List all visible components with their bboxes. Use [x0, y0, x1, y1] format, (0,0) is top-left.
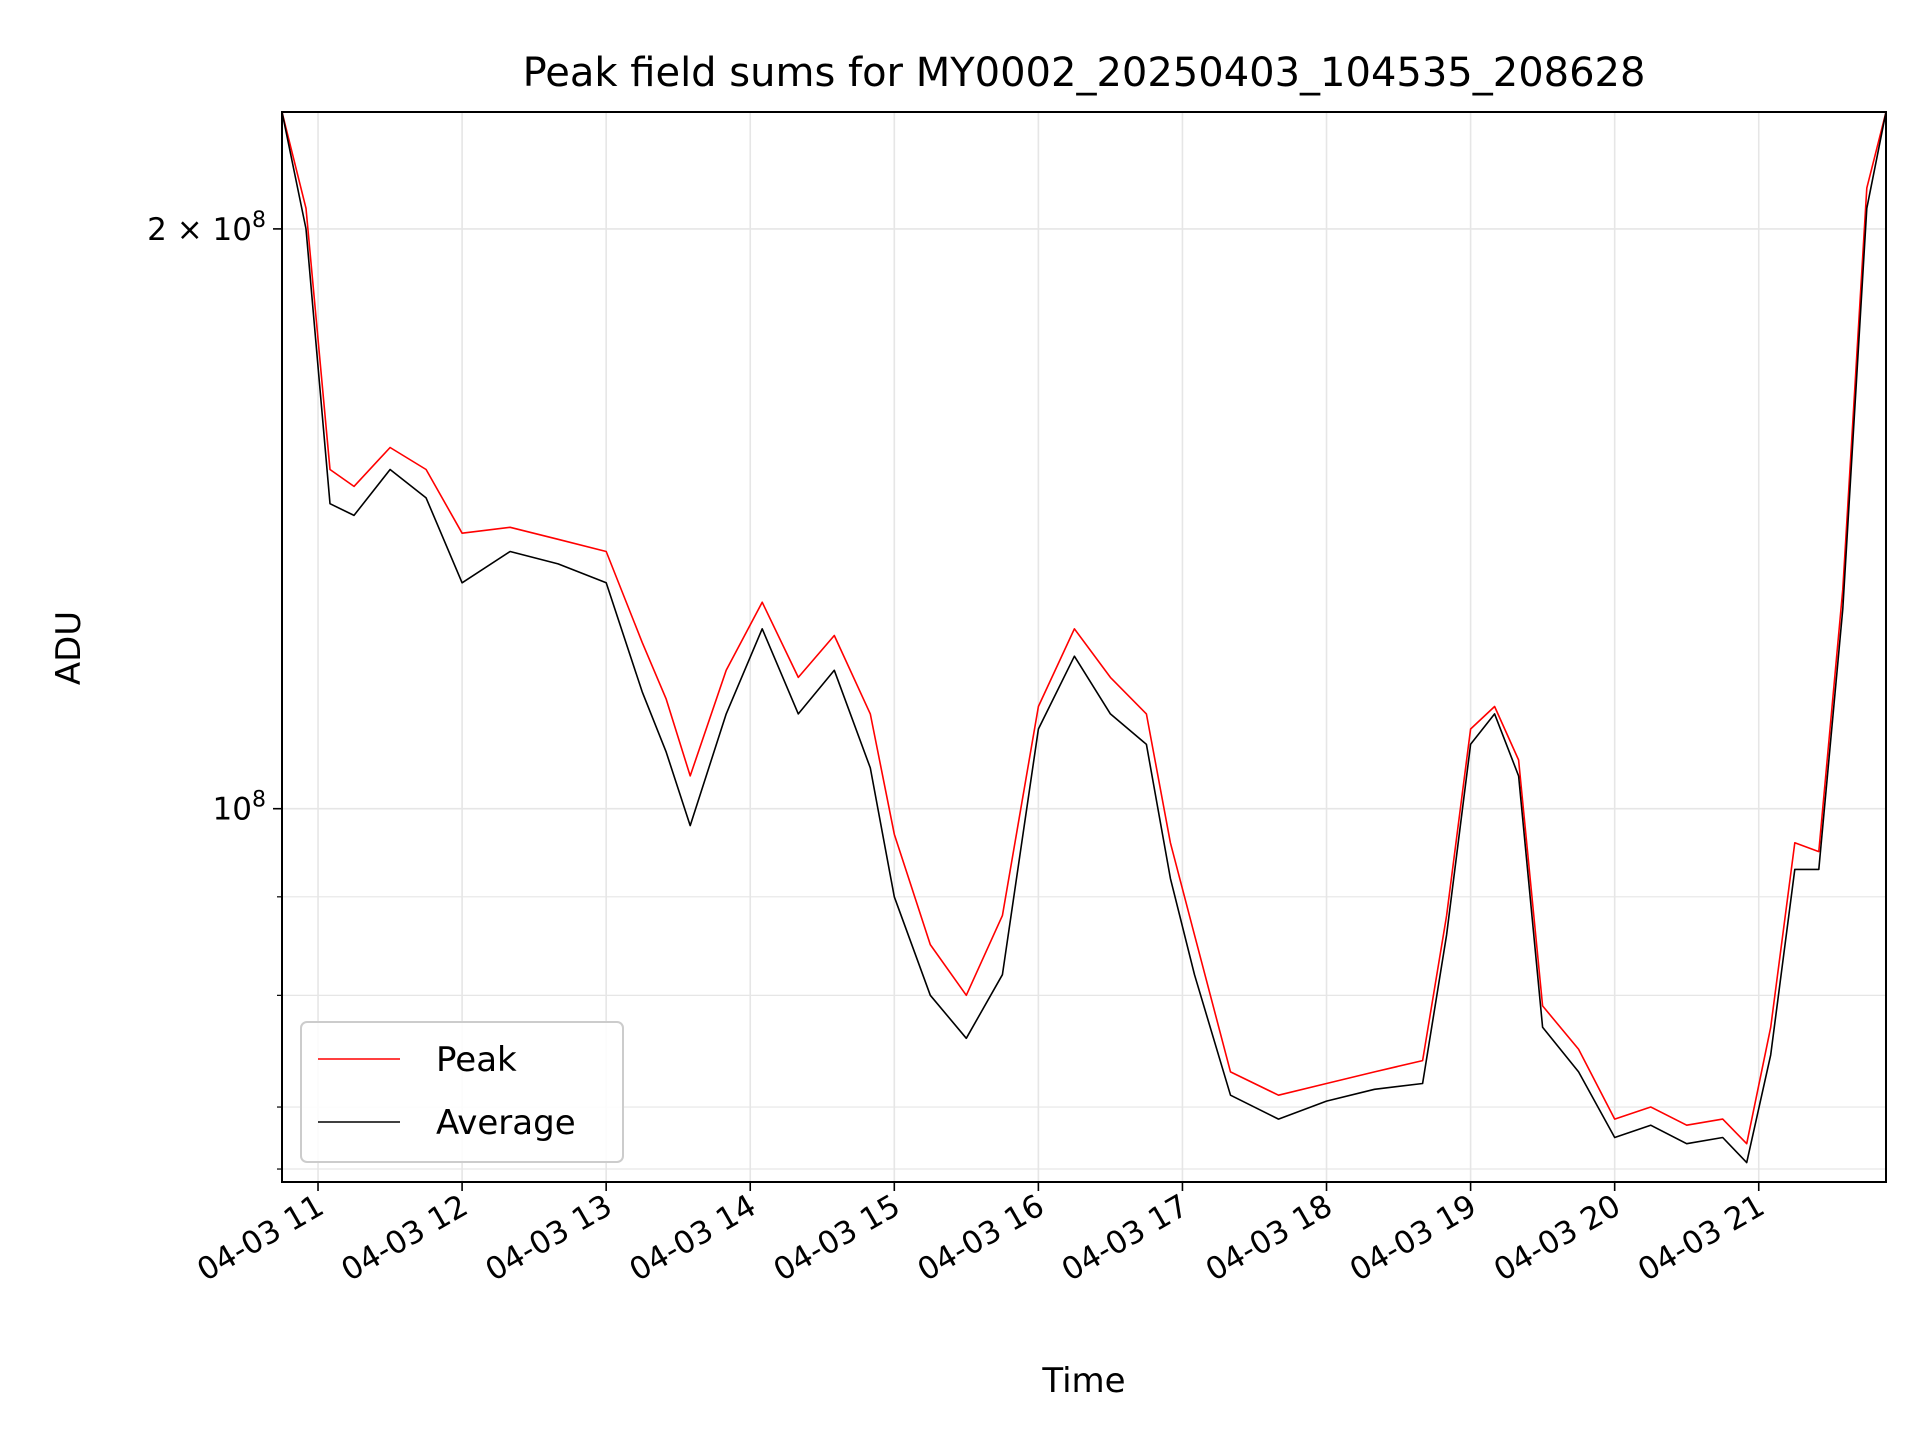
x-axis-label: Time [1041, 1361, 1125, 1401]
y-tick-label: 2 × 108 [147, 208, 266, 248]
series-line-average [282, 112, 1886, 1164]
axes-frame [281, 111, 1887, 1183]
series-line-peak [282, 112, 1886, 1145]
grid [282, 112, 1886, 1182]
y-axis-label: ADU [49, 611, 89, 685]
legend: Peak Average [300, 1021, 624, 1163]
chart-title: Peak field sums for MY0002_20250403_1045… [523, 50, 1646, 96]
plot-area [282, 112, 1886, 1164]
legend-label-average: Average [436, 1103, 576, 1143]
legend-label-peak: Peak [436, 1040, 517, 1080]
legend-box [300, 1021, 624, 1163]
